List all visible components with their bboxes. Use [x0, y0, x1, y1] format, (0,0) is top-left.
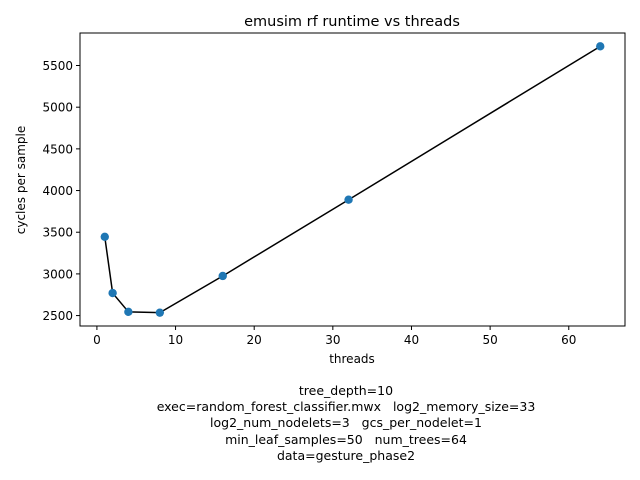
- y-axis-label: cycles per sample: [14, 126, 28, 234]
- data-point: [124, 307, 133, 317]
- x-tick-label: 50: [482, 333, 497, 347]
- data-point: [344, 195, 353, 204]
- x-axis: 0 10 20 30 40 50 60: [93, 326, 576, 347]
- data-point: [596, 42, 605, 51]
- y-tick-label: 4000: [42, 184, 73, 198]
- x-tick-label: 10: [168, 333, 183, 347]
- x-axis-label: threads: [329, 352, 375, 366]
- data-point: [100, 232, 109, 242]
- series-polyline: [104, 45, 601, 314]
- data-point: [218, 271, 227, 281]
- y-tick-label: 3500: [42, 226, 73, 240]
- x-tick-label: 30: [325, 333, 340, 347]
- x-tick-label: 40: [404, 333, 419, 347]
- caption-line: min_leaf_samples=50 num_trees=64: [225, 431, 467, 447]
- data-point: [108, 288, 117, 298]
- caption-line: log2_num_nodelets=3 gcs_per_nodelet=1: [210, 415, 482, 431]
- y-tick-label: 5500: [42, 59, 73, 73]
- y-axis: 2500 3000 3500 4000 4500 5000 5500: [42, 59, 80, 323]
- caption-line: tree_depth=10: [298, 383, 394, 398]
- caption-line: exec=random_forest_classifier.mwx log2_m…: [156, 399, 536, 415]
- x-tick-label: 20: [247, 333, 262, 347]
- chart-title: emusim rf runtime vs threads: [244, 14, 460, 30]
- data-point: [155, 308, 165, 317]
- y-tick-label: 2500: [42, 309, 73, 323]
- parameters-caption: tree_depth=10 exec=random_forest_classifi…: [0, 383, 640, 464]
- chart: emusim rf runtime vs threads 0 10 20 30 40 50…: [14, 14, 626, 366]
- y-tick-label: 4500: [42, 142, 73, 156]
- plot-area: [79, 32, 626, 327]
- plot-frame: [79, 32, 626, 327]
- y-tick-label: 3000: [42, 267, 73, 281]
- x-tick-label: 60: [561, 333, 576, 347]
- series-line: [100, 42, 605, 317]
- caption-line: data=gesture_phase2: [276, 447, 416, 463]
- x-tick-label: 0: [93, 333, 101, 347]
- y-tick-label: 5000: [42, 101, 73, 115]
